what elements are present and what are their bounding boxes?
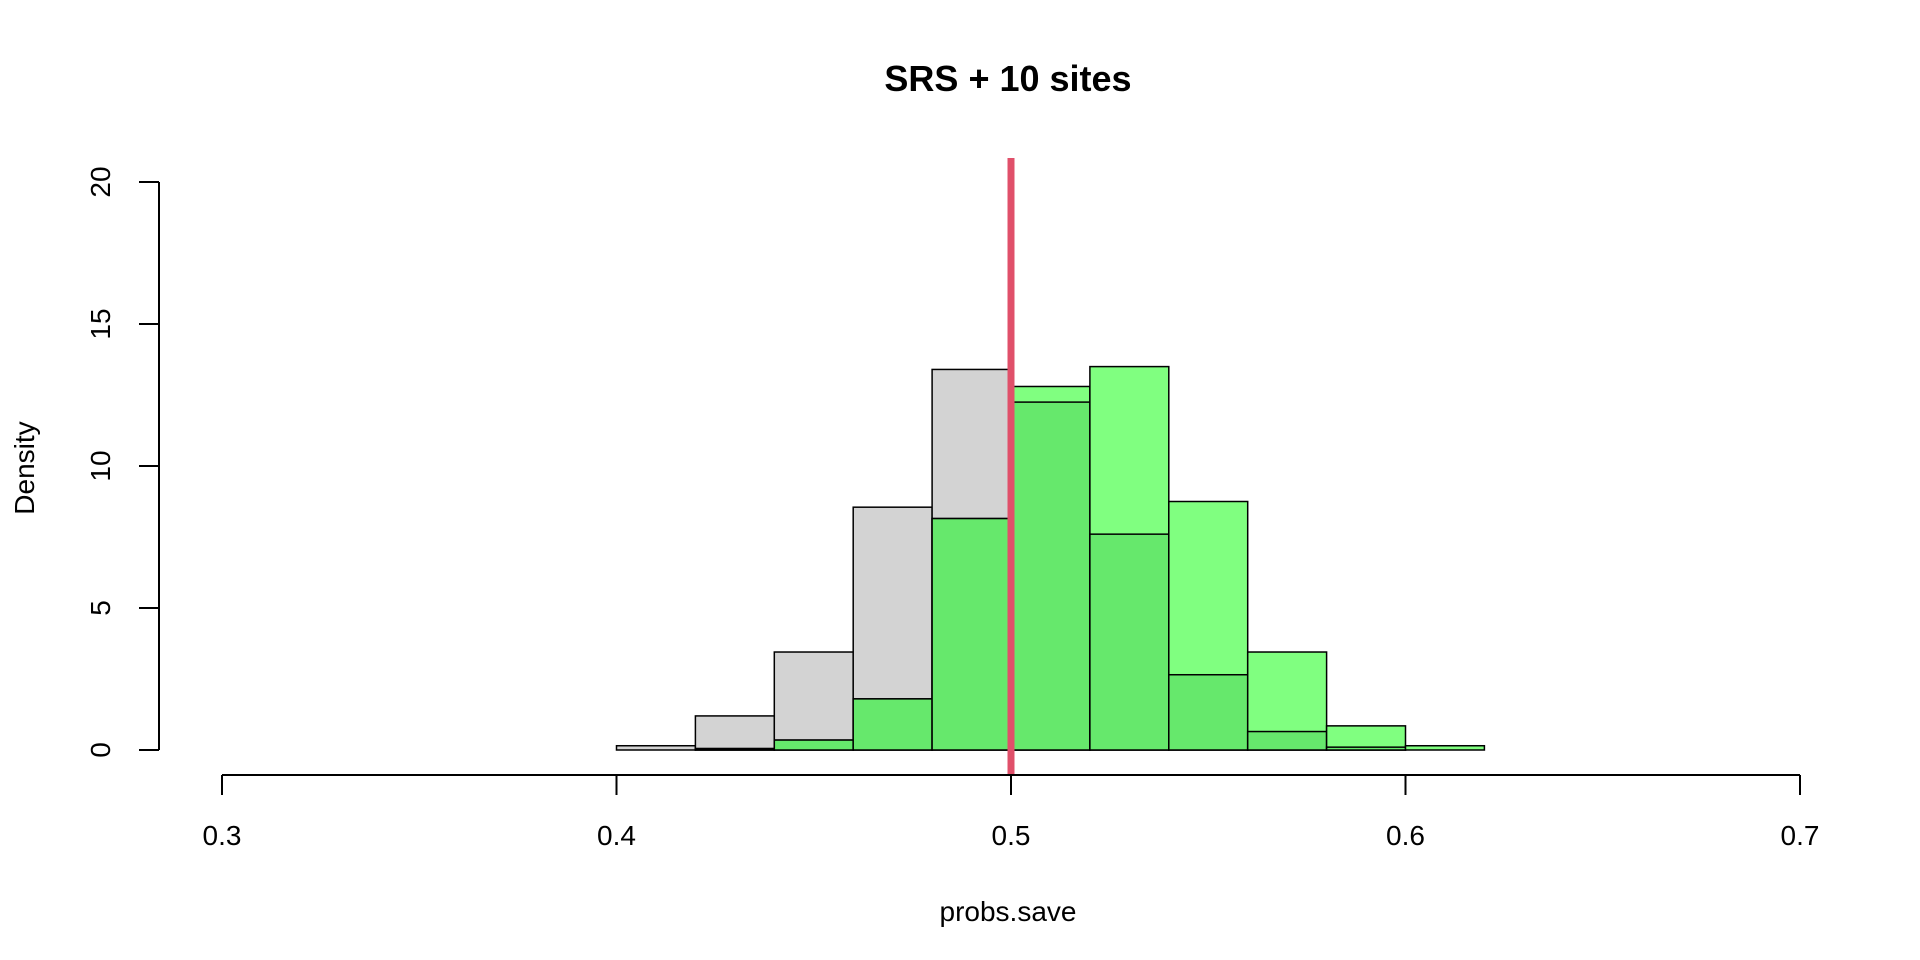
bar-series1-bin-2	[773, 651, 854, 751]
bar-overlap-bin-8	[1246, 730, 1328, 751]
x-tick-label-2: 0.5	[992, 820, 1031, 851]
bar-series1-bin-1	[694, 715, 776, 751]
y-tick-label-0: 0	[85, 742, 116, 758]
y-tick-label-4: 20	[85, 166, 116, 197]
x-tick-label-3: 0.6	[1386, 820, 1425, 851]
bar-series2-bin-9	[1325, 725, 1407, 751]
bar-overlap-bin-4	[931, 517, 1012, 751]
y-tick-label-1: 5	[85, 600, 116, 616]
bar-overlap-bin-6	[1089, 533, 1170, 751]
y-axis-label: Density	[9, 421, 40, 514]
bar-series1-bin-0	[615, 744, 697, 751]
x-axis: 0.3 0.4 0.5 0.6 0.7	[203, 774, 1820, 851]
bar-overlap-bin-5	[1010, 401, 1091, 751]
y-tick-label-3: 15	[85, 308, 116, 339]
x-tick-label-1: 0.4	[597, 820, 636, 851]
bar-series2-bin-10	[1404, 744, 1486, 751]
bar-overlap-bin-1	[694, 747, 776, 751]
histogram-bars	[615, 365, 1486, 751]
bar-overlap-bin-7	[1168, 673, 1249, 751]
chart-title: SRS + 10 sites	[884, 58, 1131, 99]
y-tick-label-2: 10	[85, 450, 116, 481]
y-axis: 0 5 10 15 20	[85, 166, 160, 758]
x-axis-label: probs.save	[940, 896, 1077, 927]
bar-overlap-bin-3	[852, 698, 933, 751]
x-tick-label-4: 0.7	[1781, 820, 1820, 851]
x-tick-label-0: 0.3	[203, 820, 242, 851]
bar-overlap-bin-9	[1325, 746, 1407, 751]
bar-overlap-bin-2	[773, 739, 854, 751]
